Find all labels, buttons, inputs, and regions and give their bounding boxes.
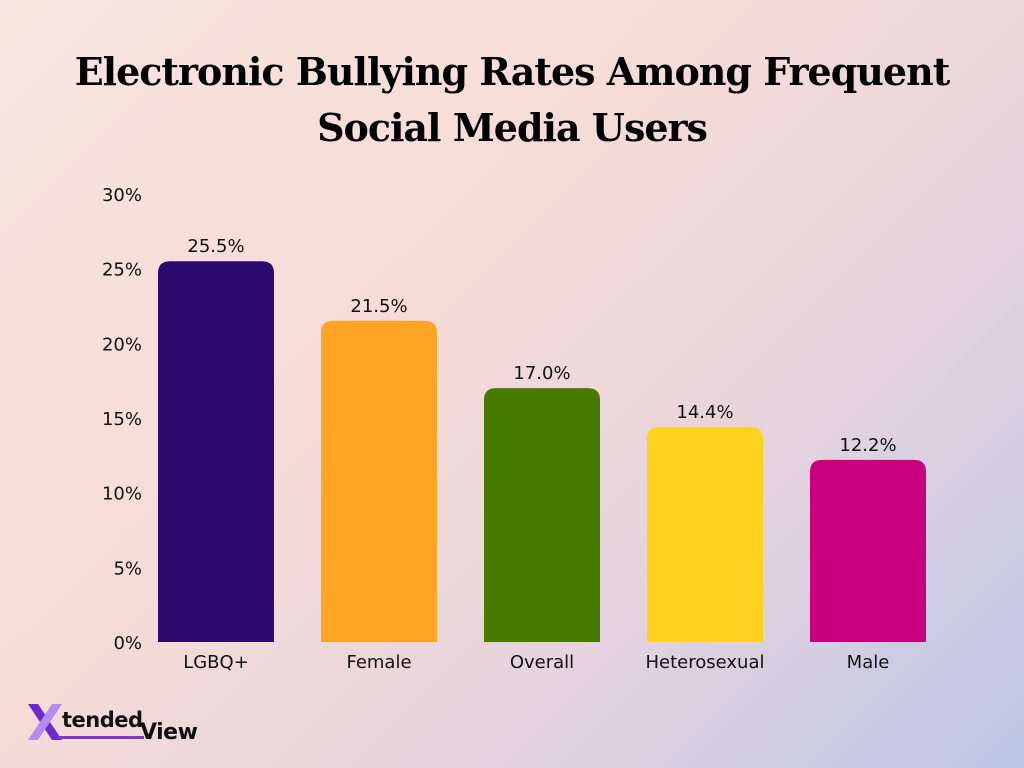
bar-male: [810, 459, 926, 642]
bar-lgbq: [158, 261, 274, 642]
bar-heterosexual: [647, 426, 763, 642]
x-tick-label: Overall: [510, 652, 574, 673]
x-tick-label: Male: [847, 652, 890, 673]
bars: 25.5% 21.5% 17.0% 14.4% 12.2%: [158, 236, 926, 642]
bar-female: [321, 320, 437, 642]
x-tick-label: LGBQ+: [183, 652, 249, 673]
logo-text-tended: tended: [62, 708, 143, 732]
logo-underline: [58, 736, 144, 739]
x-axis: LGBQ+ Female Overall Heterosexual Male: [183, 652, 889, 673]
logo-text-view: View: [140, 720, 198, 745]
bar-value-label: 21.5%: [350, 296, 407, 317]
y-tick-label: 15%: [102, 409, 142, 430]
bar-value-label: 14.4%: [676, 402, 733, 423]
y-tick-label: 20%: [102, 334, 142, 355]
y-tick-label: 0%: [113, 633, 142, 654]
y-tick-label: 25%: [102, 260, 142, 281]
y-tick-label: 10%: [102, 484, 142, 505]
bar-value-label: 25.5%: [187, 236, 244, 257]
y-tick-label: 5%: [113, 558, 142, 579]
bar-overall: [484, 388, 600, 642]
y-axis: 0% 5% 10% 15% 20% 25% 30%: [102, 185, 142, 654]
y-tick-label: 30%: [102, 185, 142, 206]
brand-logo: tended View: [28, 702, 228, 748]
chart-title-line-1: Electronic Bullying Rates Among Frequent: [74, 49, 951, 94]
x-tick-label: Female: [346, 652, 411, 673]
chart-title: Electronic Bullying Rates Among Frequent…: [40, 44, 984, 156]
x-tick-label: Heterosexual: [646, 652, 765, 673]
x-logo-icon: [28, 704, 62, 740]
bar-value-label: 12.2%: [839, 435, 896, 456]
chart-title-line-2: Social Media Users: [317, 105, 708, 150]
bar-value-label: 17.0%: [513, 363, 570, 384]
